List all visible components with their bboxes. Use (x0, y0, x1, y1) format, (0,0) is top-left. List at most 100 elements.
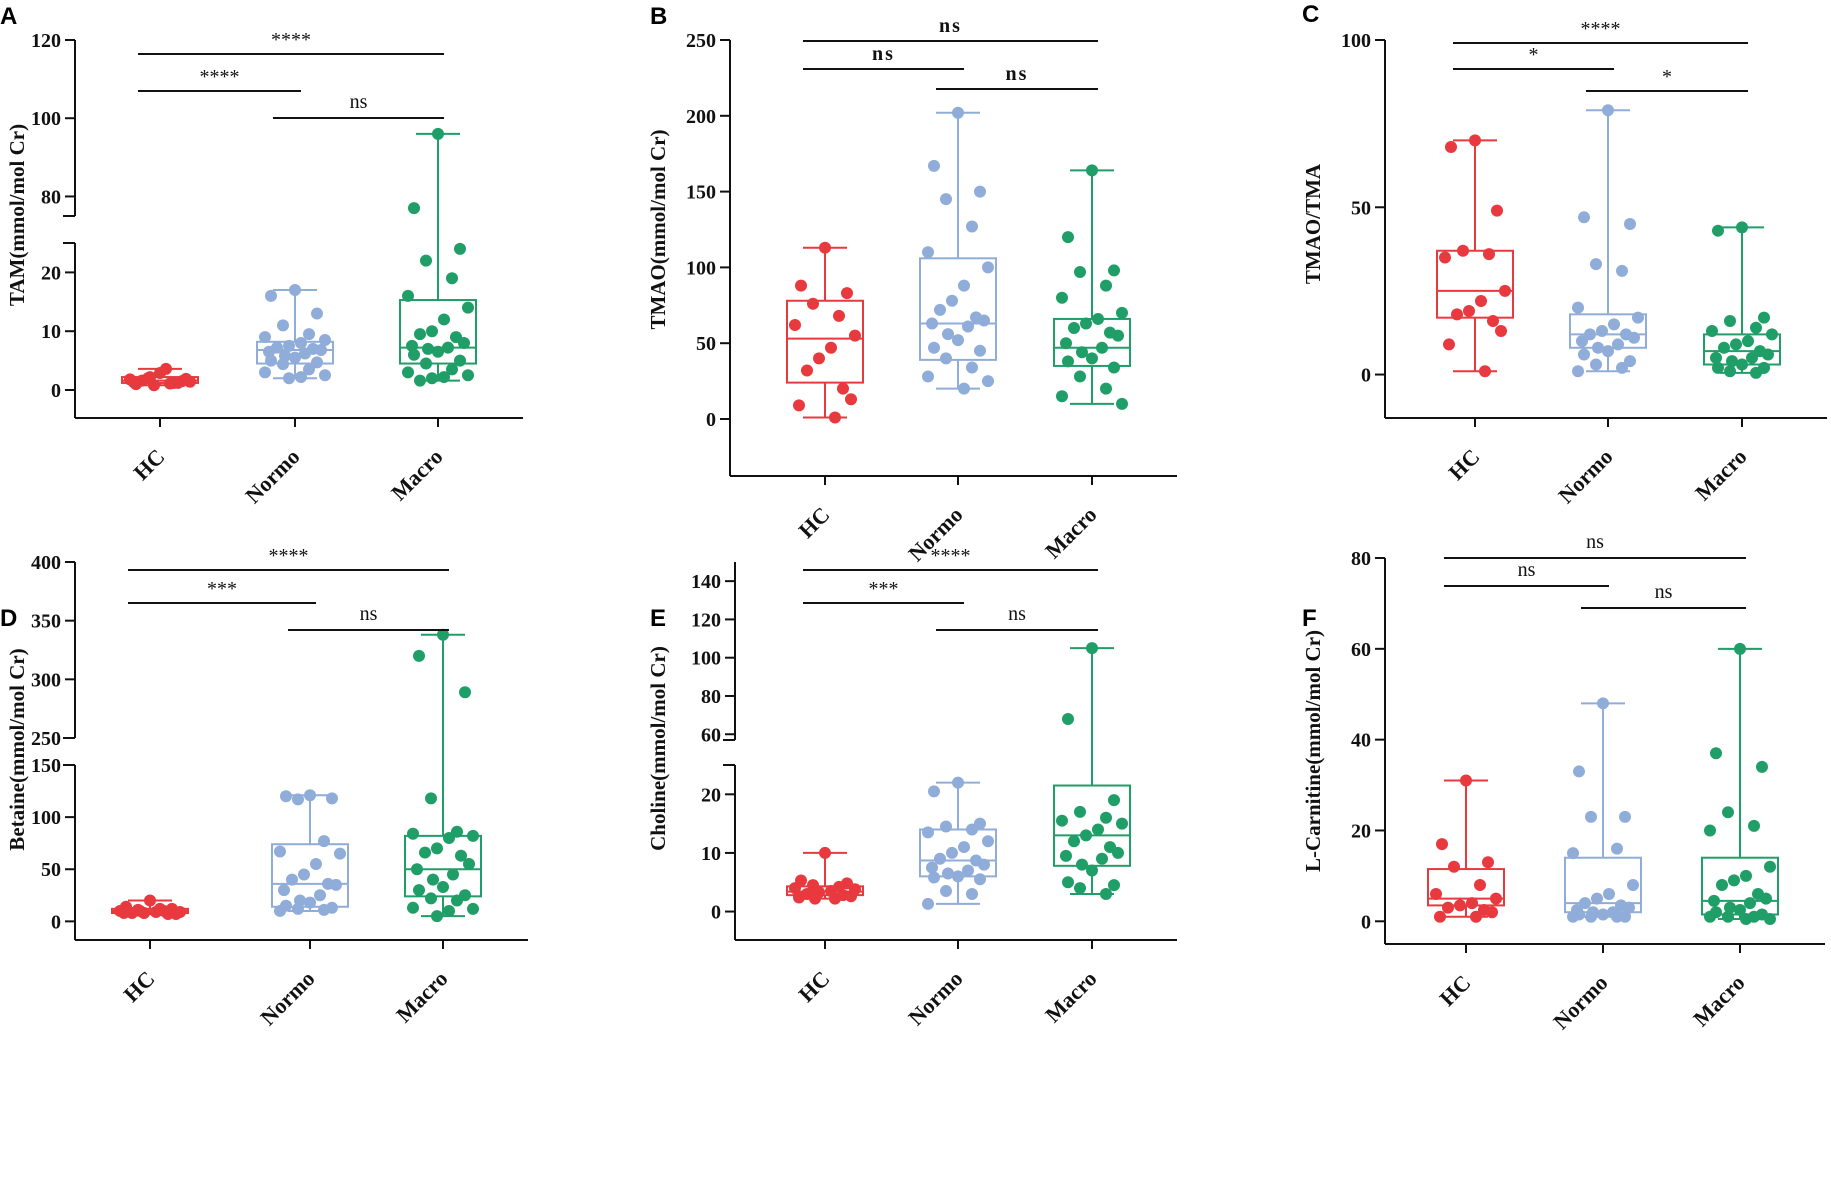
x-tick-label: Macro (386, 444, 447, 505)
data-point (432, 345, 444, 358)
data-point (1443, 338, 1455, 351)
data-point (265, 354, 277, 367)
data-point (402, 366, 414, 379)
box-hc (786, 846, 864, 905)
data-point (1627, 878, 1639, 891)
data-point (978, 858, 990, 871)
data-point (1611, 910, 1623, 923)
data-point (1074, 265, 1086, 278)
sig-label: ns (1655, 581, 1673, 603)
sig-label: ns (1518, 559, 1536, 581)
box-hc (111, 894, 189, 921)
sig-label: **** (200, 66, 240, 88)
y-tick-label: 100 (686, 257, 716, 279)
data-point (1603, 888, 1615, 901)
panel-a: A TAM(mmol/mol Cr) 0 10 20 80 100 120 HC Normo Mac… (0, 3, 523, 508)
data-point (160, 362, 172, 375)
data-point (922, 370, 934, 383)
data-point (958, 841, 970, 854)
data-point (1060, 849, 1072, 862)
panel-letter: C (1302, 1, 1319, 28)
data-point (1585, 910, 1597, 923)
data-point (442, 341, 454, 354)
data-point (1748, 819, 1760, 832)
data-point (318, 903, 330, 916)
x-tick-label: Macro (1040, 502, 1101, 563)
y-tick-label: 60 (701, 724, 721, 746)
sig-label: *** (207, 578, 237, 600)
data-point (982, 835, 994, 848)
data-point (1074, 370, 1086, 383)
box-normo (919, 776, 997, 910)
data-point (1718, 341, 1730, 354)
data-point (922, 826, 934, 839)
panel-letter: B (650, 3, 667, 30)
y-tick-label: 120 (31, 30, 61, 52)
data-point (311, 356, 323, 369)
y-tick-label: 20 (701, 784, 721, 806)
data-point (1573, 765, 1585, 778)
data-point (437, 628, 449, 641)
data-point (259, 366, 271, 379)
y-tick-label: 10 (701, 843, 721, 865)
data-point (1710, 747, 1722, 760)
data-point (1597, 697, 1609, 710)
data-point (414, 328, 426, 341)
data-point (833, 309, 845, 322)
data-point (1608, 318, 1620, 331)
y-tick-label: 60 (1351, 639, 1371, 661)
data-point (454, 354, 466, 367)
data-point (1710, 351, 1722, 364)
data-point (1074, 882, 1086, 895)
data-point (1716, 878, 1728, 891)
data-point (459, 686, 471, 699)
data-point (1436, 838, 1448, 851)
data-point (1764, 913, 1776, 926)
data-point (934, 303, 946, 316)
data-point (1116, 306, 1128, 319)
y-tick-label: 250 (686, 30, 716, 52)
data-point (304, 789, 316, 802)
data-point (1602, 345, 1614, 358)
data-point (420, 357, 432, 370)
y-axis-label: Choline(mmol/mol Cr) (646, 646, 670, 851)
data-point (849, 329, 861, 342)
data-point (1750, 366, 1762, 379)
data-point (1056, 814, 1068, 827)
data-point (809, 892, 821, 905)
data-point (1632, 311, 1644, 324)
x-tick-label: HC (794, 502, 835, 543)
box-iqr (919, 257, 997, 361)
data-point (940, 820, 952, 833)
box-macro (1701, 642, 1779, 926)
data-point (286, 873, 298, 886)
data-point (958, 382, 970, 395)
data-point (952, 334, 964, 347)
data-point (1086, 642, 1098, 655)
data-point (462, 369, 474, 382)
data-point (940, 352, 952, 365)
data-point (928, 785, 940, 798)
data-point (425, 892, 437, 905)
y-tick-label: 350 (31, 611, 61, 633)
data-point (280, 790, 292, 803)
data-point (942, 328, 954, 341)
data-point (1592, 341, 1604, 354)
data-point (1590, 258, 1602, 271)
x-tick-label: HC (794, 966, 835, 1007)
data-point (819, 846, 831, 859)
data-point (845, 393, 857, 406)
data-point (1724, 901, 1736, 914)
data-point (1734, 903, 1746, 916)
data-point (437, 880, 449, 893)
data-point (1611, 842, 1623, 855)
data-point (330, 878, 342, 891)
sig-label: * (1662, 66, 1672, 88)
data-point (462, 301, 474, 314)
data-point (1756, 760, 1768, 773)
data-point (1434, 910, 1446, 923)
y-tick-label: 80 (701, 686, 721, 708)
data-point (1100, 887, 1112, 900)
